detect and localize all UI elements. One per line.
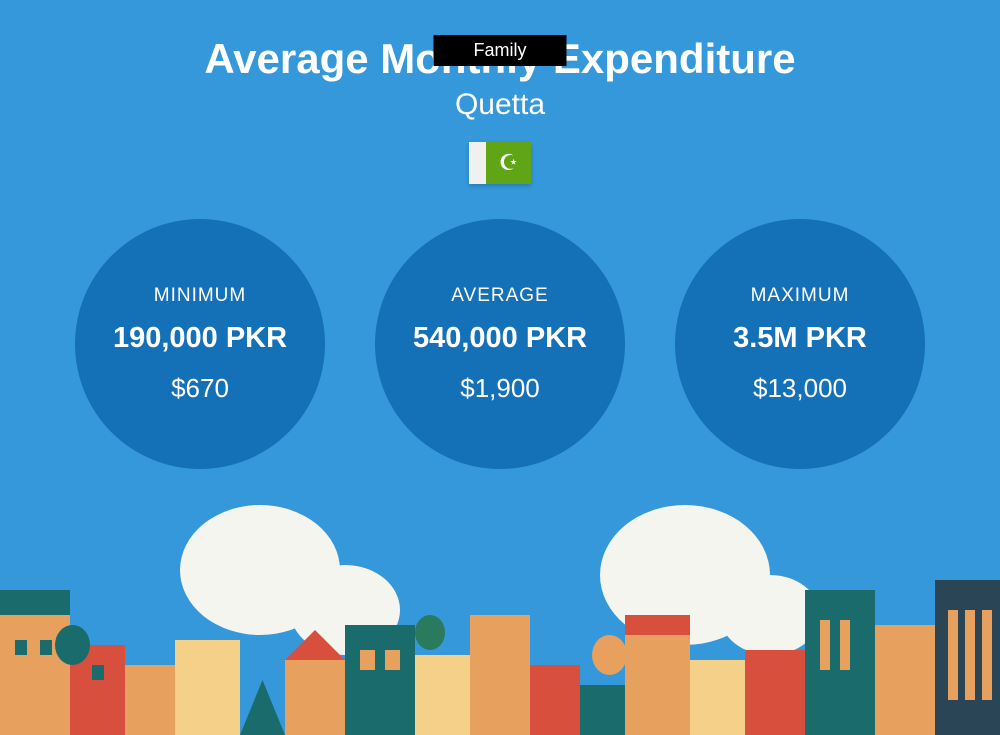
window-shape [840,620,850,670]
building-shape [690,660,745,735]
building-shape [240,680,285,735]
average-usd: $1,900 [460,373,540,404]
window-shape [92,665,104,680]
building-shape [875,625,935,735]
cityscape-illustration [0,525,1000,735]
maximum-value: 3.5M PKR [733,322,867,355]
average-value: 540,000 PKR [413,322,587,355]
window-shape [40,640,52,655]
pakistan-flag: ☪ [469,142,531,184]
window-shape [360,650,375,670]
building-shape [345,625,415,735]
building-shape [530,665,580,735]
flag-green-section: ☪ [486,142,531,184]
minimum-stat-circle: MINIMUM 190,000 PKR $670 [75,219,325,469]
building-shape [0,590,70,615]
minimum-value: 190,000 PKR [113,322,287,355]
average-stat-circle: AVERAGE 540,000 PKR $1,900 [375,219,625,469]
average-label: AVERAGE [451,285,548,307]
building-shape [625,615,690,635]
city-subtitle: Quetta [0,88,1000,122]
flag-white-stripe [469,142,486,184]
building-shape [745,650,805,735]
window-shape [982,610,992,700]
maximum-label: MAXIMUM [751,285,850,307]
tree-shape [55,625,90,665]
window-shape [965,610,975,700]
window-shape [15,640,27,655]
minimum-label: MINIMUM [154,285,246,307]
building-shape [125,665,175,735]
building-shape [175,640,240,735]
building-shape [580,685,625,735]
tree-shape [415,615,445,650]
building-shape [415,655,470,735]
building-shape [625,635,690,735]
building-shape [285,660,345,735]
building-shape [470,615,530,735]
stats-container: MINIMUM 190,000 PKR $670 AVERAGE 540,000… [0,219,1000,469]
maximum-stat-circle: MAXIMUM 3.5M PKR $13,000 [675,219,925,469]
category-tag: Family [434,35,567,66]
maximum-usd: $13,000 [753,373,847,404]
window-shape [385,650,400,670]
window-shape [948,610,958,700]
minimum-usd: $670 [171,373,229,404]
flag-container: ☪ [0,142,1000,184]
window-shape [820,620,830,670]
tree-shape [592,635,627,675]
